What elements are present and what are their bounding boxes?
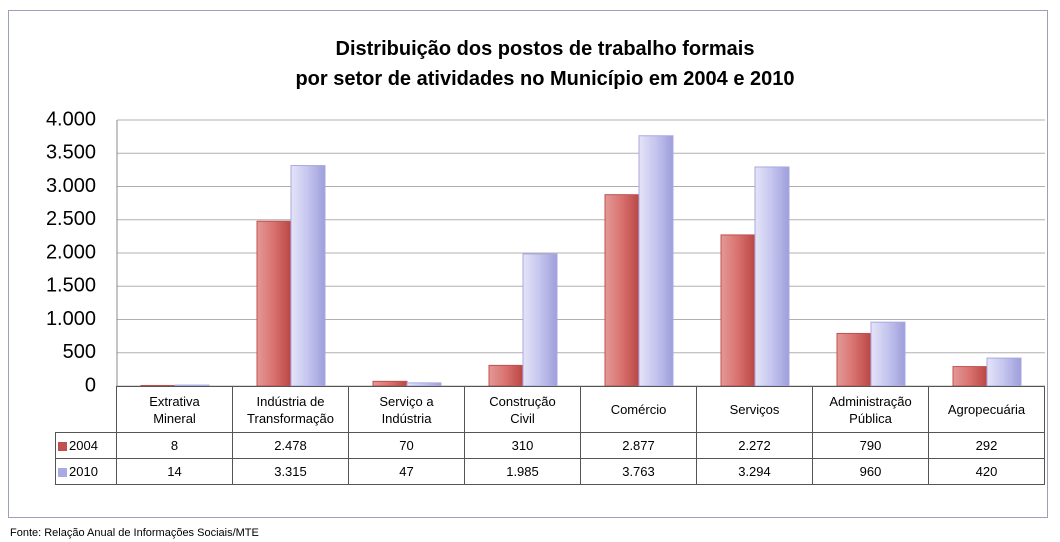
header-row: Extrativa Mineral Indústria de Transforma… <box>56 386 1045 433</box>
legend-swatch <box>58 442 67 452</box>
bar <box>754 166 790 387</box>
legend-item: 2004 <box>55 432 117 459</box>
x-tick-label: Serviço a Indústria <box>348 386 465 433</box>
data-label: 8 <box>116 432 233 459</box>
legend-item: 2010 <box>55 458 117 485</box>
data-label: 960 <box>812 458 929 485</box>
y-tick-label: 2.000 <box>46 241 96 263</box>
bar <box>986 357 1022 387</box>
x-tick-label: Comércio <box>580 386 697 433</box>
data-label: 3.294 <box>696 458 813 485</box>
bar <box>290 165 326 387</box>
bar <box>604 194 640 387</box>
data-label: 2.272 <box>696 432 813 459</box>
y-tick-label: 1.000 <box>46 308 96 330</box>
bar <box>836 332 872 387</box>
series-row: 2010 14 3.315 47 1.985 3.763 3.294 960 420 <box>55 458 1045 485</box>
bar <box>488 364 524 387</box>
blank-cell <box>56 387 117 433</box>
bar <box>522 253 558 387</box>
y-tick-label: 3.000 <box>46 175 96 197</box>
y-tick-label: 0 <box>85 374 96 396</box>
series-row: 2004 8 2.478 70 310 2.877 2.272 790 292 <box>55 432 1045 459</box>
bar <box>952 366 988 387</box>
x-tick-label: Administração Pública <box>812 386 929 433</box>
chart-frame <box>8 10 1048 518</box>
x-tick-label: Agropecuária <box>928 386 1045 433</box>
data-label: 70 <box>348 432 465 459</box>
x-tick-label: Indústria de Transformação <box>232 386 349 433</box>
legend-swatch <box>58 468 67 478</box>
data-label: 3.763 <box>580 458 697 485</box>
data-label: 47 <box>348 458 465 485</box>
y-tick-label: 4.000 <box>46 108 96 130</box>
data-label: 292 <box>928 432 1045 459</box>
data-label: 3.315 <box>232 458 349 485</box>
x-tick-label: Construção Civil <box>464 386 581 433</box>
y-tick-label: 500 <box>63 341 96 363</box>
data-label: 790 <box>812 432 929 459</box>
bar <box>720 234 756 387</box>
data-label: 14 <box>116 458 233 485</box>
y-tick-label: 3.500 <box>46 142 96 164</box>
data-table: Extrativa Mineral Indústria de Transforma… <box>55 386 1045 485</box>
data-label: 1.985 <box>464 458 581 485</box>
y-tick-label: 1.500 <box>46 275 96 297</box>
source-note: Fonte: Relação Anual de Informações Soci… <box>10 527 259 539</box>
bar <box>638 135 674 387</box>
bar <box>870 321 906 387</box>
data-label: 2.478 <box>232 432 349 459</box>
bar <box>256 220 292 387</box>
chart-title: Distribuição dos postos de trabalho form… <box>295 38 795 90</box>
x-tick-label: Serviços <box>696 386 813 433</box>
data-label: 420 <box>928 458 1045 485</box>
y-tick-label: 2.500 <box>46 208 96 230</box>
legend-label: 2004 <box>69 438 98 453</box>
data-label: 2.877 <box>580 432 697 459</box>
legend-label: 2010 <box>69 464 98 479</box>
data-label: 310 <box>464 432 581 459</box>
x-tick-label: Extrativa Mineral <box>116 386 233 433</box>
